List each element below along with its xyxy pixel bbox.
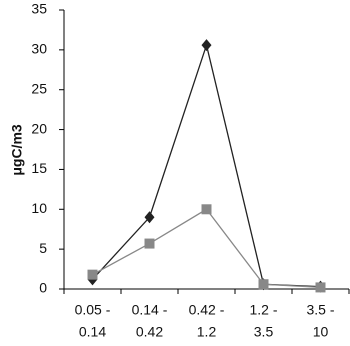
y-tick-label: 35 (31, 1, 47, 17)
x-tick-label: 0.14 - (132, 302, 168, 318)
marker (201, 39, 212, 52)
series-line (92, 208, 321, 289)
x-tick-label: 0.42 - (189, 302, 225, 318)
x-tick-label: 0.14 (79, 324, 106, 340)
marker (258, 279, 269, 290)
x-tick-label: 10 (313, 324, 329, 340)
y-tick-label: 5 (39, 240, 47, 256)
x-tick-label: 0.42 (136, 324, 163, 340)
marker (201, 204, 212, 215)
y-axis-label: μgC/m3 (9, 124, 25, 176)
y-tick-label: 10 (31, 200, 47, 216)
x-tick-label: 1.2 (197, 324, 217, 340)
series-line (92, 42, 321, 288)
y-tick-label: 20 (31, 120, 47, 136)
marker (144, 211, 155, 224)
y-tick-label: 25 (31, 80, 47, 96)
marker (315, 282, 326, 293)
x-tick-label: 0.05 - (75, 302, 111, 318)
y-tick-label: 30 (31, 41, 47, 57)
x-tick-label: 3.5 (254, 324, 274, 340)
marker (144, 238, 155, 249)
x-tick-label: 1.2 - (249, 302, 277, 318)
marker (87, 269, 98, 280)
y-tick-label: 0 (39, 280, 47, 296)
y-tick-label: 15 (31, 160, 47, 176)
x-tick-label: 3.5 - (306, 302, 334, 318)
